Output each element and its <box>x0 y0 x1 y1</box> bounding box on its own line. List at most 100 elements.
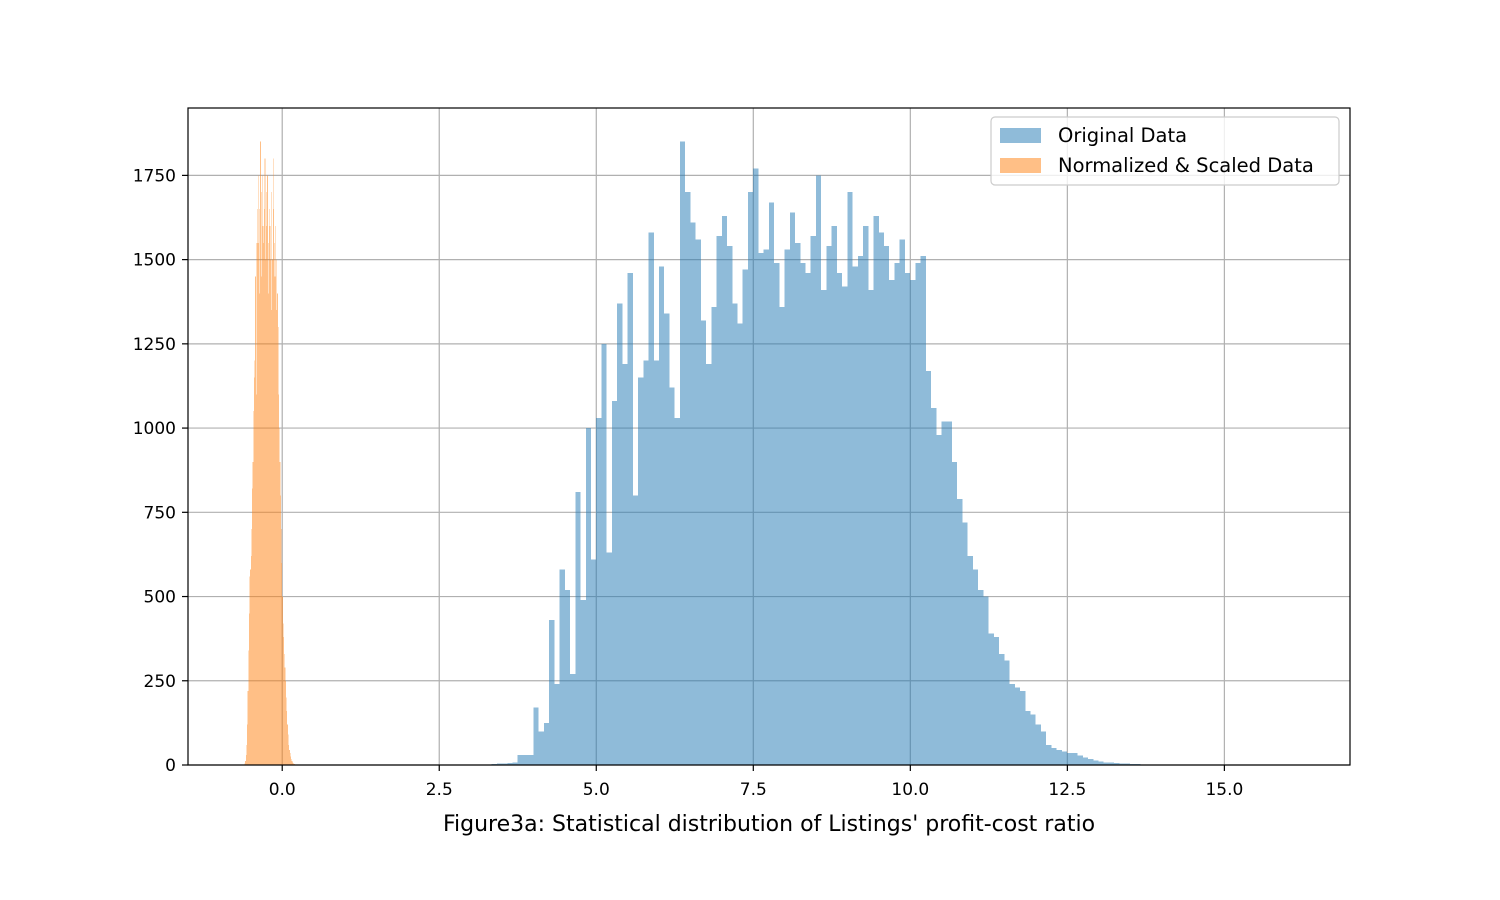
histogram-bar <box>972 569 979 765</box>
histogram-bar <box>747 192 754 765</box>
histogram-bar <box>533 707 539 765</box>
histogram-bar <box>1067 752 1073 765</box>
histogram-bar <box>271 310 273 765</box>
histogram-bar <box>946 421 953 765</box>
histogram-bar <box>284 653 285 765</box>
histogram-bar <box>962 522 968 765</box>
x-tick-label: 0.0 <box>269 780 296 800</box>
histogram-bar <box>259 209 261 766</box>
histogram-bar <box>664 313 670 765</box>
histogram-bar <box>800 262 806 765</box>
histogram-bar <box>721 215 728 766</box>
histogram-bar <box>272 158 274 766</box>
histogram-bar <box>285 697 287 765</box>
histogram-bar <box>287 724 288 765</box>
histogram-bar <box>258 175 259 765</box>
histogram-bar <box>277 327 279 765</box>
histogram-bar <box>252 461 254 765</box>
histogram-bar <box>1061 751 1068 765</box>
histogram-bar <box>889 279 895 765</box>
y-tick-label: 750 <box>144 503 176 523</box>
histogram-bar <box>904 273 911 765</box>
y-tick-label: 1000 <box>133 419 176 439</box>
histogram-bar <box>275 225 276 765</box>
histogram-bar <box>716 236 722 765</box>
histogram-bar <box>711 306 717 765</box>
histogram-bar <box>260 141 261 765</box>
histogram-bar <box>285 680 286 765</box>
histogram-bar <box>768 202 775 766</box>
histogram-bar <box>1056 749 1062 765</box>
histogram-bar <box>1082 757 1089 765</box>
histogram-bar <box>601 343 607 765</box>
legend-swatch <box>1000 158 1041 173</box>
histogram-bar <box>732 303 738 765</box>
histogram-bar <box>272 259 273 765</box>
histogram-bar <box>1014 687 1021 765</box>
histogram-bar <box>847 192 853 765</box>
histogram-bar <box>289 749 290 765</box>
histogram-bar <box>920 256 926 765</box>
histogram-bar <box>262 225 264 765</box>
histogram-bar <box>585 428 591 765</box>
y-tick-label: 500 <box>144 588 176 608</box>
histogram-bar <box>627 273 633 765</box>
histogram-bar <box>270 259 271 765</box>
histogram-bar <box>254 360 256 765</box>
histogram-bar <box>245 754 247 765</box>
histogram-bar <box>674 417 680 765</box>
histogram-bar <box>270 192 272 765</box>
histogram-bar <box>774 262 780 765</box>
histogram-bar <box>288 744 290 765</box>
y-tick-label: 1250 <box>133 335 176 355</box>
histogram-bar <box>253 411 254 765</box>
histogram-bar <box>280 495 281 765</box>
histogram-bar <box>275 310 277 765</box>
histogram-bar <box>528 754 534 765</box>
histogram-bar <box>1077 755 1083 765</box>
histogram-bar <box>868 289 874 765</box>
histogram-bar <box>257 242 259 765</box>
histogram-bar <box>282 596 283 765</box>
histogram-bar <box>1119 763 1125 765</box>
histogram-bar <box>873 215 879 766</box>
histogram-bar <box>262 175 263 765</box>
histogram-bar <box>575 492 581 765</box>
histogram-bar <box>590 559 597 765</box>
histogram-bar <box>268 242 270 765</box>
y-tick-label: 1750 <box>133 166 176 186</box>
series-original-data <box>486 141 1177 766</box>
histogram-bar <box>795 242 801 765</box>
histogram-bar <box>706 364 712 765</box>
histogram-bar <box>283 636 285 765</box>
histogram-bar <box>1114 762 1120 765</box>
histogram-bar <box>1072 753 1078 765</box>
x-tick-label: 2.5 <box>426 780 453 800</box>
histogram-bar <box>915 262 921 765</box>
histogram-bar <box>1030 714 1036 765</box>
histogram-bar <box>999 653 1005 765</box>
histogram-bar <box>669 387 675 765</box>
histogram-bar <box>857 256 864 765</box>
histogram-bar <box>260 276 262 765</box>
histogram-bar <box>789 212 796 765</box>
histogram-bar <box>284 667 286 765</box>
histogram-bar <box>502 763 508 765</box>
x-tick-label: 5.0 <box>583 780 610 800</box>
histogram-bar <box>269 225 271 765</box>
histogram-bar <box>941 421 947 765</box>
histogram-bar <box>1025 711 1031 765</box>
histogram-bar <box>276 259 278 765</box>
histogram-bar <box>659 266 665 765</box>
histogram-bar <box>274 276 276 765</box>
histogram-bar <box>648 232 654 765</box>
x-tick-label: 12.5 <box>1048 780 1086 800</box>
histogram-bar <box>679 141 686 765</box>
histogram-bar <box>810 236 816 765</box>
bars <box>244 141 1177 766</box>
histogram-bar <box>1004 660 1010 765</box>
histogram-bar <box>570 674 576 765</box>
histogram-bar <box>245 760 246 765</box>
histogram-bar <box>1098 761 1104 765</box>
